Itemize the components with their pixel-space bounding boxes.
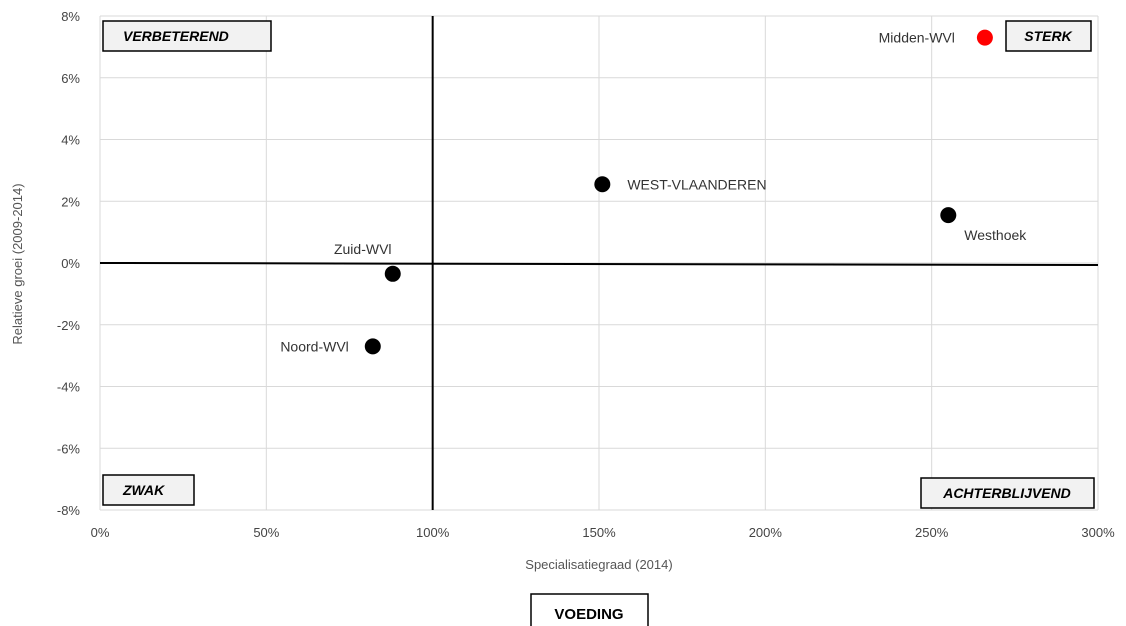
y-tick-label: 6% [61, 71, 80, 86]
x-tick-label: 100% [416, 525, 450, 540]
y-tick-label: -6% [57, 441, 81, 456]
horizontal-reference-line [99, 262, 1099, 266]
x-tick-label: 0% [91, 525, 110, 540]
data-point [940, 207, 957, 224]
quadrant-label-sterk: STERK [1005, 20, 1092, 52]
data-point-label: Westhoek [964, 227, 1027, 243]
data-point-label: Zuid-WVl [334, 241, 392, 257]
data-point-group: Noord-WVl [280, 338, 381, 355]
x-tick-label: 50% [253, 525, 279, 540]
y-tick-label: -4% [57, 380, 81, 395]
quadrant-label-verbeterend: VERBETEREND [102, 20, 272, 52]
x-tick-label: 200% [749, 525, 783, 540]
y-tick-label: -8% [57, 503, 81, 518]
data-point [976, 29, 993, 46]
x-tick-label: 150% [582, 525, 616, 540]
quadrant-box [1005, 20, 1092, 52]
data-point-label: Midden-WVl [879, 30, 955, 46]
y-tick-label: 8% [61, 9, 80, 24]
x-axis-title: Specialisatiegraad (2014) [525, 557, 672, 572]
quadrant-box [102, 474, 195, 506]
data-point-group: Westhoek [940, 207, 1027, 243]
x-tick-label: 300% [1081, 525, 1115, 540]
quadrant-text: ACHTERBLIJVEND [942, 485, 1071, 501]
data-point-label: Noord-WVl [280, 338, 348, 354]
data-point [364, 338, 381, 355]
x-tick-labels: 0% 50% 100% 150% 200% 250% 300% [91, 525, 1115, 540]
quadrant-box [920, 477, 1095, 509]
reference-lines [99, 16, 1099, 510]
data-point-group: Zuid-WVl [334, 241, 401, 282]
quadrant-text: VERBETEREND [123, 28, 229, 44]
quadrant-text: STERK [1024, 28, 1072, 44]
x-tick-label: 250% [915, 525, 949, 540]
quadrant-labels: VERBETEREND STERK ZWAK ACHTERBLIJVEND [102, 20, 1095, 509]
bottom-label: VOEDING [554, 606, 623, 623]
y-tick-label: -2% [57, 318, 81, 333]
data-point [594, 176, 611, 193]
data-point-label: WEST-VLAANDEREN [627, 176, 766, 192]
data-point-group: Midden-WVl [879, 29, 993, 46]
y-tick-label: 2% [61, 194, 80, 209]
quadrant-label-achterblijvend: ACHTERBLIJVEND [920, 477, 1095, 509]
y-axis-title: Relatieve groei (2009-2014) [10, 183, 25, 344]
y-tick-label: 0% [61, 256, 80, 271]
quadrant-label-zwak: ZWAK [102, 474, 195, 506]
bottom-label-box: VOEDING [530, 593, 649, 626]
quadrant-text: ZWAK [122, 482, 165, 498]
y-tick-label: 4% [61, 133, 80, 148]
y-tick-labels: 8% 6% 4% 2% 0% -2% -4% -6% -8% [57, 9, 81, 518]
data-point-group: WEST-VLAANDEREN [594, 176, 767, 193]
quadrant-box [102, 20, 272, 52]
data-points: Midden-WVl WEST-VLAANDEREN Westhoek Zuid-WV… [280, 29, 1027, 355]
data-point [384, 265, 401, 282]
